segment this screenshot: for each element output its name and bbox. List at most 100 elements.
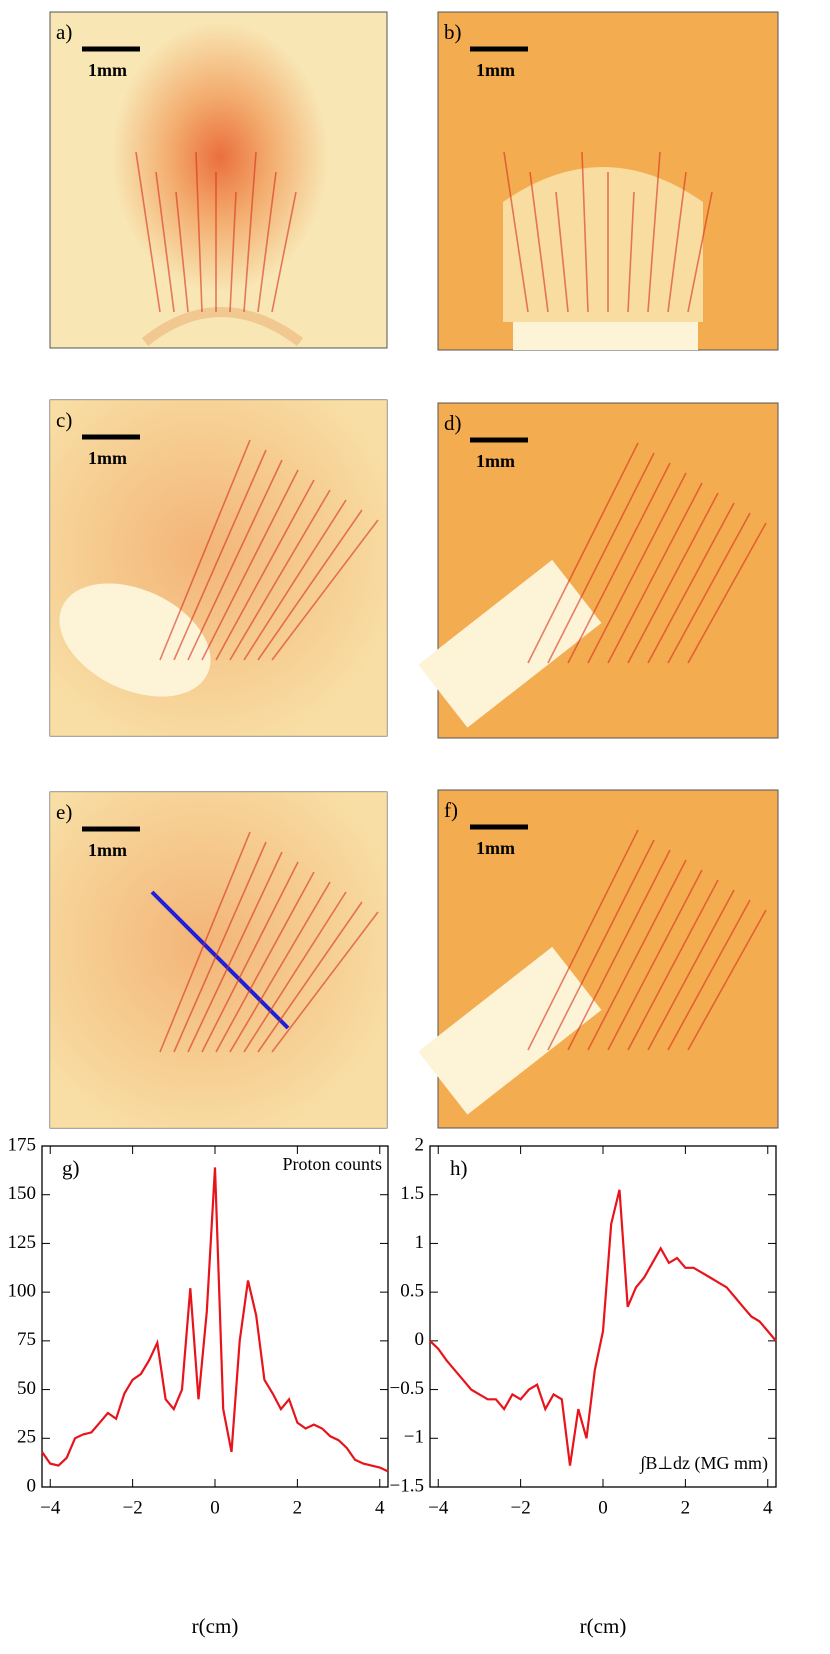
data-line [41, 1167, 389, 1473]
filament [173, 841, 267, 1053]
filament [687, 522, 767, 664]
x-tick-label: −2 [123, 1497, 143, 1518]
scale-label: 1mm [88, 60, 127, 80]
y-tick-label: 2 [415, 1134, 425, 1155]
y-tick-label: 175 [8, 1134, 37, 1155]
scale-label: 1mm [88, 840, 127, 860]
filament [687, 909, 767, 1051]
filament [529, 171, 549, 313]
panel-label: e) [56, 800, 72, 824]
plot-frame [429, 1145, 777, 1488]
image-panel: f) 1mm [418, 789, 779, 1129]
filament [229, 191, 237, 313]
filament [547, 839, 655, 1051]
filament [175, 191, 189, 313]
y-tick-label: 0 [27, 1475, 37, 1496]
annotation: ∫B⊥dz (MG mm) [639, 1453, 768, 1474]
filament [627, 492, 719, 664]
y-tick-label: 100 [8, 1281, 37, 1302]
filament [187, 459, 283, 661]
x-axis-label: r(cm) [192, 1614, 239, 1638]
target [513, 317, 698, 350]
image-panel: e) 1mm [49, 791, 388, 1129]
x-axis-label: r(cm) [580, 1614, 627, 1638]
y-tick-label: 50 [17, 1378, 36, 1399]
target [418, 559, 602, 728]
data-line [429, 1189, 777, 1466]
plasma-blob [100, 22, 340, 322]
filament [647, 502, 735, 664]
filament [201, 861, 299, 1053]
y-tick-label: 75 [17, 1329, 36, 1350]
x-tick-label: −4 [40, 1497, 61, 1518]
filament [567, 849, 671, 1051]
x-tick-label: −2 [511, 1497, 531, 1518]
filament [547, 452, 655, 664]
scale-label: 1mm [476, 451, 515, 471]
filament [567, 462, 671, 664]
image-panel: b) 1mm [437, 11, 779, 351]
filament [201, 469, 299, 661]
filament [243, 151, 257, 313]
filament [229, 489, 331, 661]
filament [187, 851, 283, 1053]
filament [527, 829, 639, 1051]
filament [647, 889, 735, 1051]
image-panel: d) 1mm [418, 402, 779, 739]
filament [607, 869, 703, 1051]
filament [607, 482, 703, 664]
image-panel: c) 1mm [49, 399, 388, 737]
filament [647, 151, 661, 313]
filament [271, 191, 297, 313]
filament [587, 859, 687, 1051]
x-tick-label: 2 [681, 1497, 691, 1518]
filament [135, 151, 161, 313]
filament [215, 871, 315, 1053]
x-tick-label: −4 [428, 1497, 449, 1518]
filament [257, 509, 363, 661]
y-tick-label: −1.5 [390, 1475, 424, 1496]
y-tick-label: −0.5 [390, 1378, 424, 1399]
filament [667, 899, 751, 1051]
filament [243, 499, 347, 661]
scale-label: 1mm [476, 60, 515, 80]
filament [159, 831, 251, 1053]
target [418, 946, 602, 1115]
panel-label: c) [56, 408, 72, 432]
y-tick-label: 0.5 [400, 1281, 424, 1302]
filament [627, 879, 719, 1051]
filament [243, 891, 347, 1053]
filament [173, 449, 267, 661]
scale-label: 1mm [476, 838, 515, 858]
panel-label: f) [444, 798, 458, 822]
plasma-arc [141, 307, 303, 347]
y-tick-label: −1 [404, 1427, 424, 1448]
lineout [150, 890, 290, 1030]
x-tick-label: 0 [210, 1497, 220, 1518]
panel-label: a) [56, 20, 72, 44]
panel-label: b) [444, 20, 462, 44]
x-tick-label: 0 [598, 1497, 608, 1518]
filament [527, 442, 639, 664]
filament [159, 439, 251, 661]
y-tick-label: 1 [415, 1232, 425, 1253]
filament [215, 479, 315, 661]
annotation: Proton counts [282, 1154, 382, 1174]
image-panel: a) 1mm [49, 11, 388, 349]
filament [271, 911, 379, 1053]
filament [587, 472, 687, 664]
plasma-dome [503, 167, 703, 322]
filament [155, 171, 175, 313]
chart-label: h) [450, 1156, 468, 1180]
filament [667, 512, 751, 664]
filament [271, 519, 379, 661]
filament [257, 901, 363, 1053]
filament [555, 191, 569, 313]
y-tick-label: 1.5 [400, 1183, 424, 1204]
y-tick-label: 150 [8, 1183, 37, 1204]
y-tick-label: 25 [17, 1427, 36, 1448]
filament [627, 191, 635, 313]
target [59, 583, 211, 697]
x-tick-label: 2 [293, 1497, 303, 1518]
